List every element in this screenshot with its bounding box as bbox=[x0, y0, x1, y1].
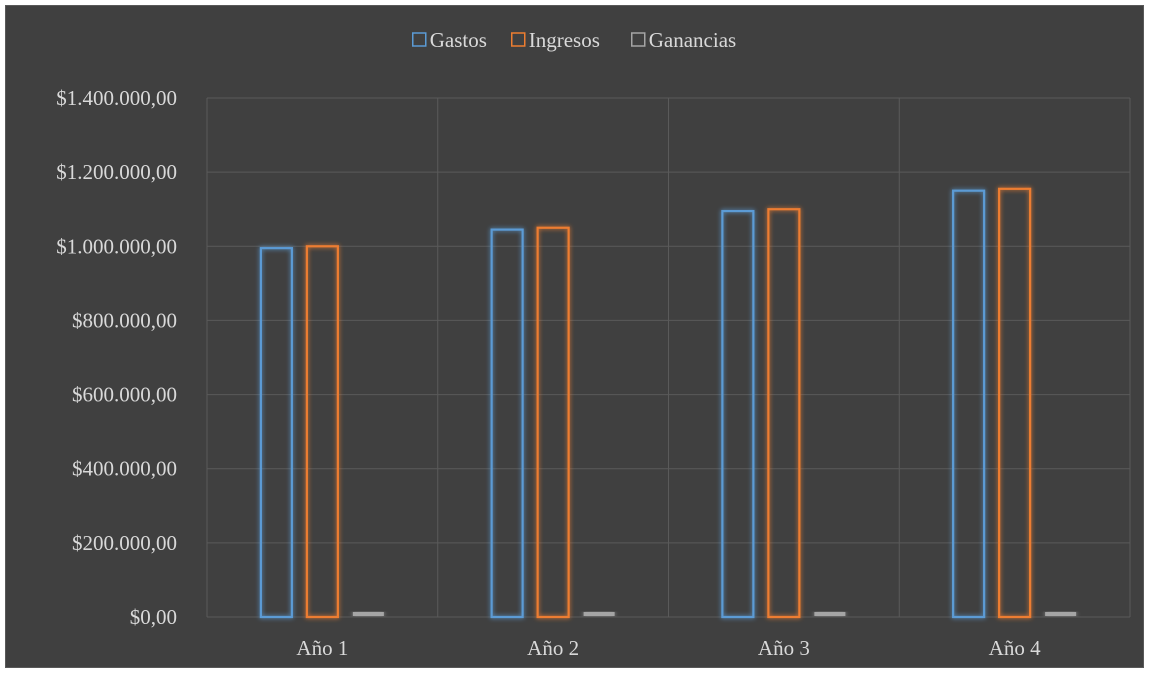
bar-ganancias bbox=[814, 612, 846, 616]
y-axis: $0,00 $200.000,00 $400.000,00 $600.000,00 $8… bbox=[56, 86, 177, 629]
legend-swatch-gastos bbox=[412, 32, 427, 47]
y-tick-label: $800.000,00 bbox=[72, 308, 177, 332]
bar-gastos bbox=[259, 247, 293, 619]
y-tick-label: $600.000,00 bbox=[72, 383, 177, 407]
x-tick-label: Año 3 bbox=[758, 636, 810, 660]
bars bbox=[259, 187, 1077, 619]
x-axis: Año 1 Año 2 Año 3 Año 4 bbox=[296, 636, 1041, 660]
x-tick-label: Año 4 bbox=[989, 636, 1041, 660]
bar-gastos bbox=[721, 209, 755, 619]
bar-ingresos bbox=[767, 208, 801, 619]
legend-swatch-ingresos bbox=[511, 32, 526, 47]
bar-ingresos bbox=[998, 187, 1032, 619]
x-tick-label: Año 1 bbox=[296, 636, 348, 660]
bar-ganancias bbox=[1045, 612, 1077, 616]
legend-swatch-ganancias bbox=[631, 32, 646, 47]
bar-ingresos bbox=[536, 226, 570, 619]
x-tick-label: Año 2 bbox=[527, 636, 579, 660]
gridlines bbox=[206, 97, 1131, 618]
legend: Gastos Ingresos Ganancias bbox=[412, 28, 736, 52]
y-tick-label: $1.200.000,00 bbox=[56, 160, 177, 184]
legend-label-gastos: Gastos bbox=[430, 28, 487, 52]
y-tick-label: $200.000,00 bbox=[72, 531, 177, 555]
bar-gastos bbox=[952, 189, 986, 619]
bar-ganancias bbox=[352, 612, 384, 616]
bar-gastos bbox=[490, 228, 524, 619]
y-tick-label: $400.000,00 bbox=[72, 457, 177, 481]
bar-ganancias bbox=[583, 612, 615, 616]
legend-label-ingresos: Ingresos bbox=[529, 28, 600, 52]
y-tick-label: $1.000.000,00 bbox=[56, 234, 177, 258]
y-tick-label: $0,00 bbox=[130, 605, 177, 629]
bar-ingresos bbox=[305, 245, 339, 619]
y-tick-label: $1.400.000,00 bbox=[56, 86, 177, 110]
legend-label-ganancias: Ganancias bbox=[649, 28, 736, 52]
